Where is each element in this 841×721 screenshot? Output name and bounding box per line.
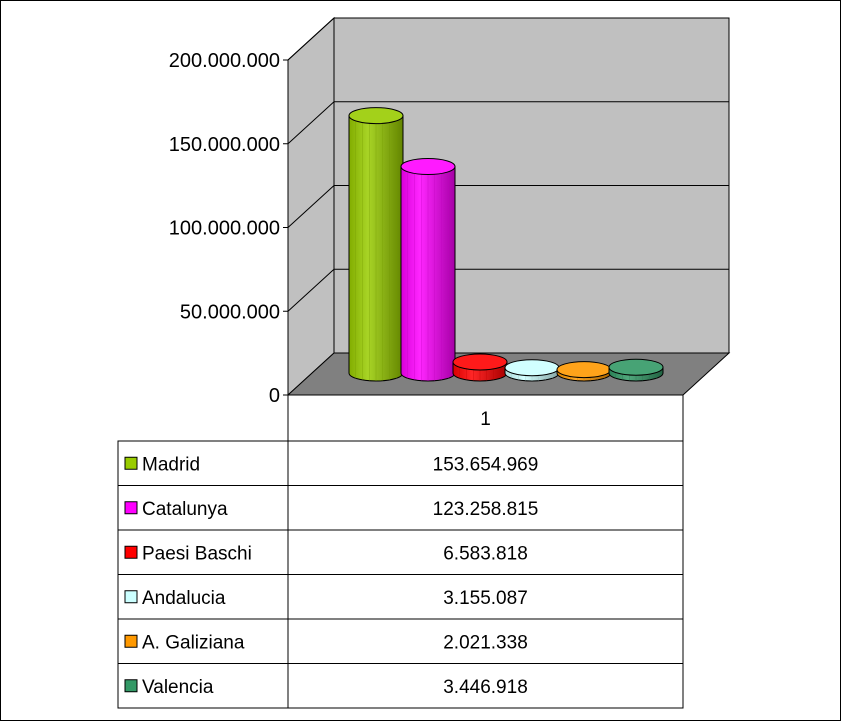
- data-table: 1 Madrid 153.654.969 Catalunya 123.258.815 Pa…: [117, 395, 684, 709]
- bar-top: [504, 359, 560, 377]
- legend-key: [124, 545, 138, 559]
- legend-label: Paesi Baschi: [142, 543, 252, 564]
- category-label: 1: [480, 409, 491, 430]
- bar-top: [556, 361, 612, 379]
- y-tick-label: 150.000.000: [169, 134, 280, 156]
- bar-andalucia: [504, 359, 560, 382]
- gridline: [287, 268, 729, 312]
- legend-label: Andalucia: [142, 588, 226, 609]
- bars: [348, 107, 664, 382]
- y-axis: 0 50.000.000 100.000.000 150.000.000 200.000…: [169, 50, 289, 407]
- legend-label: Valencia: [142, 677, 214, 698]
- y-tick-label: 0: [269, 385, 280, 407]
- legend-key: [124, 590, 138, 604]
- bar-paesi-baschi: [452, 353, 508, 382]
- bar-catalunya: [400, 158, 456, 382]
- bar-top: [400, 158, 456, 176]
- gridline: [287, 185, 729, 228]
- bar-top: [452, 353, 508, 371]
- bar-madrid: [348, 107, 404, 382]
- y-tick-label: 200.000.000: [169, 50, 280, 72]
- gridline: [287, 101, 729, 145]
- data-label: 2.021.338: [443, 632, 528, 653]
- legend-key: [124, 456, 138, 470]
- bar-a-galiziana: [556, 361, 612, 382]
- gridline: [287, 17, 729, 61]
- data-label: 153.654.969: [433, 454, 539, 475]
- legend-key: [124, 501, 138, 515]
- data-label: 6.583.818: [443, 543, 528, 564]
- data-label: 3.155.087: [443, 588, 528, 609]
- legend-label: Madrid: [142, 454, 200, 475]
- legend-key: [124, 634, 138, 648]
- bar-top: [348, 107, 404, 125]
- legend-key: [124, 679, 138, 693]
- data-label: 123.258.815: [433, 499, 539, 520]
- legend-label: A. Galiziana: [142, 632, 245, 653]
- legend-label: Catalunya: [142, 499, 228, 520]
- y-tick-label: 100.000.000: [169, 218, 280, 240]
- bar-top: [608, 358, 664, 376]
- bar-valencia: [608, 358, 664, 382]
- y-tick-label: 50.000.000: [180, 301, 280, 323]
- data-label: 3.446.918: [443, 677, 528, 698]
